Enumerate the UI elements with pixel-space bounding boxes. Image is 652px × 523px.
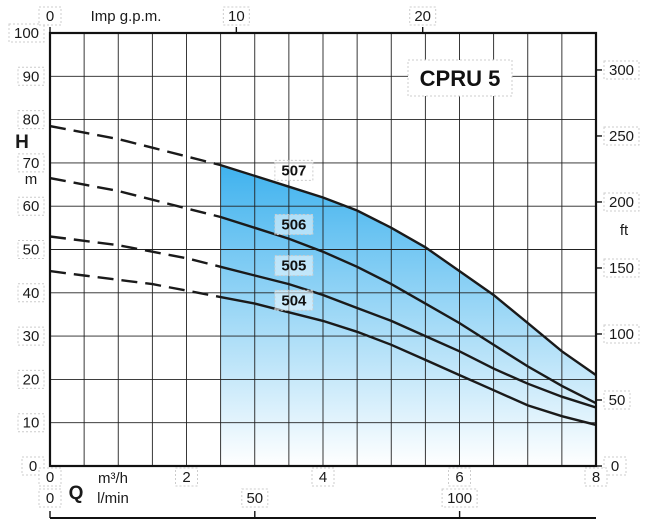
ft-tick-label-box: [603, 390, 631, 410]
ft-tick-label-box: [603, 324, 640, 344]
ft-tick-label-box: [603, 192, 640, 212]
q-tick-label-box: [448, 467, 471, 487]
q-tick-label: 0: [46, 469, 54, 486]
lmin-tick-label-box: [241, 488, 269, 508]
h-tick-label: 60: [23, 198, 40, 215]
ft-tick-label-box: [603, 456, 627, 476]
h-tick-label: 70: [23, 155, 40, 172]
operating-range-area: [220, 165, 596, 466]
h-tick-label: 50: [23, 242, 40, 259]
q-tick-label: 8: [592, 469, 600, 486]
h-tick-label-box: [17, 240, 45, 259]
h-tick-label-box: [17, 196, 45, 216]
ft-tick-label: 300: [609, 62, 634, 79]
lmin-tick-label-box: [441, 488, 478, 508]
curve-label-504: 504: [281, 292, 307, 309]
plot-frame: [48, 31, 598, 468]
q-tick-label: 2: [182, 469, 190, 486]
h-axis-letter: H: [15, 132, 29, 153]
gpm-axis-unit: Imp g.p.m.: [91, 8, 162, 25]
h-tick-label-box: [17, 283, 45, 303]
h-axis-unit: m: [25, 171, 38, 188]
curve-507: [220, 163, 596, 377]
h-tick-label-box: [17, 413, 45, 433]
lmin-axis-unit: l/min: [97, 490, 129, 507]
lmin-tick-label: 50: [246, 490, 263, 507]
q-tick-label-box: [175, 467, 198, 487]
ft-tick-label: 0: [611, 458, 619, 475]
curve-label-box: [274, 255, 314, 277]
curve-506: [220, 215, 596, 405]
gpm-tick-label: 20: [414, 8, 431, 25]
lmin-tick-label-box: [38, 488, 62, 508]
q-tick-label: 4: [319, 469, 327, 486]
curve-504-dashed: [50, 269, 221, 299]
h-tick-label-box: [17, 326, 45, 346]
h-tick-label: 10: [23, 415, 40, 432]
q-tick-label-box: [38, 467, 62, 487]
q-tick-label-box: [584, 467, 608, 487]
h-tick-label-box: [17, 110, 45, 130]
h-tick-label-box: [17, 66, 45, 86]
chart-title-text: CPRU 5: [420, 66, 501, 91]
curve-504: [220, 295, 596, 427]
h-tick-label-box: [17, 369, 45, 389]
h-tick-label: 90: [23, 68, 40, 85]
curve-label-box: [274, 159, 314, 181]
curve-label-box: [274, 214, 314, 236]
q-tick-label: 6: [455, 469, 463, 486]
ft-axis-unit: ft: [620, 222, 629, 239]
ft-tick-label: 150: [609, 260, 634, 277]
h-tick-label: 40: [23, 285, 40, 302]
curve-label-507: 507: [281, 162, 306, 179]
ft-tick-label-box: [603, 258, 640, 278]
ft-tick-label: 50: [609, 392, 626, 409]
h-tick-label: 0: [29, 458, 37, 475]
h-tick-label-box: [8, 23, 45, 43]
q-axis-unit: m³/h: [98, 470, 128, 487]
curve-505: [220, 265, 596, 409]
h-tick-label: 30: [23, 328, 40, 345]
ft-tick-label: 250: [609, 128, 634, 145]
grid: [50, 33, 596, 466]
h-tick-label-box: [17, 153, 45, 173]
curve-506-dashed: [50, 176, 221, 219]
ft-tick-label: 100: [609, 326, 634, 343]
curves: [50, 124, 596, 427]
gpm-tick-label: 10: [228, 8, 245, 25]
ft-tick-label-box: [603, 126, 640, 146]
lmin-tick-label: 0: [46, 490, 54, 507]
h-tick-label: 100: [14, 25, 39, 42]
curve-label-box: [274, 289, 314, 311]
q-tick-label-box: [311, 467, 335, 487]
gpm-tick-label: 0: [46, 8, 54, 25]
curve-507-dashed: [50, 124, 221, 167]
gpm-tick-label-box: [409, 6, 437, 26]
ft-tick-label-box: [603, 60, 640, 80]
gpm-tick-label-box: [222, 6, 250, 26]
gpm-tick-label-box: [38, 6, 62, 26]
lmin-tick-label: 100: [447, 490, 472, 507]
h-tick-label: 20: [23, 371, 40, 388]
curve-label-505: 505: [281, 258, 306, 275]
chart-title: CPRU 5: [407, 59, 513, 97]
ft-tick-label: 200: [609, 194, 634, 211]
h-tick-label: 80: [23, 112, 40, 129]
q-axis-letter: Q: [69, 483, 84, 504]
curve-label-506: 506: [281, 217, 306, 234]
curve-505-dashed: [50, 235, 221, 268]
